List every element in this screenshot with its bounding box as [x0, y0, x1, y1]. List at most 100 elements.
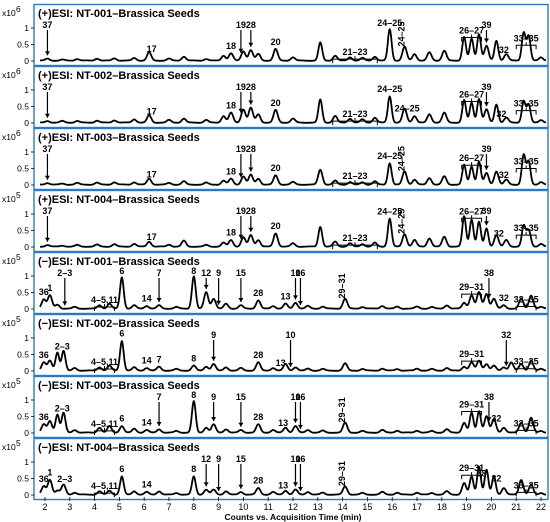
y-tick-label: 0 [24, 490, 29, 500]
peak-label: 14 [142, 418, 152, 428]
peak-label: 14 [142, 294, 152, 304]
peak-label: 37 [42, 144, 52, 154]
peak-label: 20 [271, 163, 281, 173]
panel-title: (−)ESI: NT-003–Brassica Seeds [38, 380, 200, 392]
y-scale-exponent: 6 [16, 4, 21, 14]
peak-label: 21–23 [342, 171, 367, 181]
peak-arrowhead [238, 173, 244, 178]
peak-label: 6 [119, 464, 124, 474]
peak-arrowhead [203, 482, 209, 487]
peak-arrowhead [483, 102, 489, 107]
peak-arrowhead [238, 48, 244, 53]
peak-label: 20 [271, 98, 281, 108]
y-tick-label: 0 [24, 56, 29, 66]
panel-frame [33, 313, 549, 377]
peak-label: 32 [496, 109, 506, 119]
peak-label: 4–5,11 [91, 419, 118, 429]
peak-label: 29–31 [337, 273, 347, 298]
y-scale-exponent: 5 [16, 314, 21, 324]
peak-label: 19 [236, 20, 246, 30]
peak-label: 28 [246, 206, 256, 216]
peak-bracket [332, 244, 378, 250]
x-tick-label: 4 [92, 502, 97, 512]
chromatogram-trace [39, 215, 547, 248]
peak-label: 8 [191, 464, 196, 474]
y-scale-label: x10 [2, 318, 16, 328]
peak-arrowhead [486, 293, 492, 298]
y-tick-label: 1 [24, 395, 29, 405]
x-tick-label: 15 [362, 502, 372, 512]
y-scale-label: x10 [2, 442, 16, 452]
peak-label: 20 [271, 37, 281, 47]
peak-label: 24–25 [377, 206, 402, 216]
panel-frame [33, 65, 549, 129]
peak-label: 10 [290, 454, 300, 464]
panel-frame [33, 437, 549, 501]
peak-label: 16 [295, 454, 305, 464]
peak-label: 21–23 [342, 47, 367, 57]
peak-label: 24–25 [377, 151, 402, 161]
peak-label: 2–3 [57, 268, 72, 278]
panel-frame [33, 127, 549, 191]
peak-label: 36 [39, 474, 49, 484]
y-tick-label: 0 [24, 366, 29, 376]
peak-label: 6 [119, 329, 124, 339]
peak-label: 19 [236, 144, 246, 154]
y-tick-label: 0 [24, 180, 29, 190]
peak-label: 32 [499, 45, 509, 55]
peak-label: 6 [119, 266, 124, 276]
y-scale-label: x10 [2, 380, 16, 390]
peak-arrowhead [248, 100, 254, 105]
chromatogram-trace [39, 340, 547, 372]
peak-arrowhead [297, 487, 303, 492]
y-scale-label: x10 [2, 70, 16, 80]
peak-label: 37 [42, 82, 52, 92]
y-tick-label: 1 [24, 333, 29, 343]
peak-label: 9 [216, 454, 221, 464]
panel-frame [33, 3, 549, 67]
peak-label: 17 [147, 44, 157, 54]
peak-label: 16 [295, 392, 305, 402]
peak-label: 39 [481, 144, 491, 154]
peak-label: 6 [119, 414, 124, 424]
y-tick-label: 0.5 [17, 102, 29, 112]
peak-label: 33–35 [514, 295, 539, 305]
panel-frame [33, 251, 549, 315]
peak-label: 32 [491, 414, 501, 424]
peak-arrowhead [238, 108, 244, 113]
peak-arrowhead [156, 298, 162, 303]
y-tick-label: 0 [24, 304, 29, 314]
peak-label: 17 [147, 232, 157, 242]
peak-label: 33–35 [514, 418, 539, 428]
peak-label: 29–31 [459, 282, 484, 292]
peak-label: 29–31 [459, 463, 484, 473]
peak-arrowhead [292, 482, 298, 487]
peak-label: 2–3 [57, 474, 72, 484]
peak-bracket [515, 167, 537, 173]
peak-label: 38 [484, 392, 494, 402]
x-tick-label: 3 [67, 502, 72, 512]
peak-label: 18 [226, 100, 236, 110]
peak-label: 29–31 [459, 400, 484, 410]
y-tick-label: 0.5 [17, 226, 29, 236]
chromatogram-trace [39, 95, 547, 124]
x-tick-label: 6 [142, 502, 147, 512]
peak-label: 33–35 [514, 156, 539, 166]
peak-label: 13 [281, 291, 291, 301]
peak-label: 18 [226, 166, 236, 176]
chromatogram-trace [39, 28, 547, 62]
peak-label: 28 [253, 288, 263, 298]
peak-label: 32 [501, 330, 511, 340]
y-tick-label: 0 [24, 242, 29, 252]
peak-label: 38 [477, 468, 487, 478]
peak-arrowhead [238, 484, 244, 489]
panel-title: (+)ESI: NT-004–Brassica Seeds [38, 194, 200, 206]
peak-label: 32 [494, 229, 504, 239]
x-tick-label: 16 [387, 502, 397, 512]
peak-arrowhead [44, 237, 50, 242]
x-tick-label: 21 [511, 502, 521, 512]
peak-bracket [94, 430, 115, 435]
peak-label: 17 [147, 107, 157, 117]
peak-arrowhead [238, 422, 244, 427]
